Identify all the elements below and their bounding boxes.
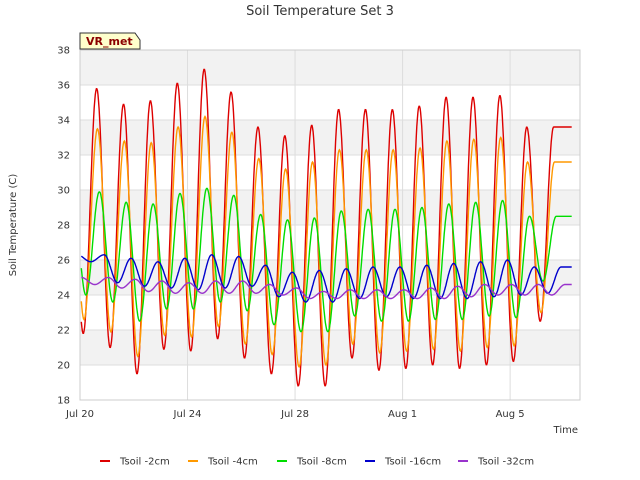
series-line-tsoil-32cm	[81, 276, 572, 300]
y-tick-label: 32	[57, 151, 70, 162]
x-axis-title: Time	[553, 425, 578, 436]
series-lines	[80, 68, 572, 387]
y-tick-label: 38	[57, 46, 70, 57]
badge-shape	[79, 32, 141, 50]
legend-item: Tsoil -4cm	[188, 457, 258, 468]
series-line-tsoil-4cm	[80, 115, 572, 369]
x-tick-label: Aug 5	[496, 409, 525, 420]
y-tick-label: 22	[57, 326, 70, 337]
x-axis-ticks: Jul 20 Jul 24 Jul 28 Aug 1 Aug 5	[65, 409, 525, 420]
y-tick-label: 30	[57, 186, 70, 197]
y-tick-label: 18	[57, 396, 70, 407]
x-tick-label: Jul 24	[173, 409, 202, 420]
legend-label: Tsoil -8cm	[296, 457, 347, 468]
y-tick-label: 34	[57, 116, 70, 127]
y-axis-ticks: 18 20 22 24 26 28 30 32 34 36 38	[57, 46, 70, 407]
legend-label: Tsoil -4cm	[207, 457, 258, 468]
x-tick-label: Jul 28	[280, 409, 309, 420]
plot-frame	[79, 49, 581, 401]
background-band	[80, 50, 580, 85]
legend-item: Tsoil -16cm	[365, 457, 441, 468]
series-line-tsoil-16cm	[80, 254, 572, 303]
station-badge: VR_met	[79, 32, 141, 50]
legend-label: Tsoil -2cm	[119, 457, 170, 468]
legend-item: Tsoil -32cm	[458, 457, 534, 468]
y-tick-label: 28	[57, 221, 70, 232]
badge-label: VR_met	[86, 35, 133, 48]
x-tick-label: Jul 20	[65, 409, 94, 420]
legend-item: Tsoil -8cm	[277, 457, 347, 468]
y-tick-label: 20	[57, 361, 70, 372]
background-band	[80, 330, 580, 365]
legend-label: Tsoil -32cm	[477, 457, 534, 468]
x-tick-label: Aug 1	[388, 409, 417, 420]
series-line-tsoil-8cm	[80, 187, 572, 333]
legend: Tsoil -2cm Tsoil -4cm Tsoil -8cm Tsoil -16c…	[100, 457, 534, 468]
y-tick-label: 24	[57, 291, 70, 302]
y-tick-label: 36	[57, 81, 70, 92]
y-tick-label: 26	[57, 256, 70, 267]
legend-item: Tsoil -2cm	[100, 457, 170, 468]
legend-label: Tsoil -16cm	[384, 457, 441, 468]
y-axis-title: Soil Temperature (C)	[8, 174, 19, 277]
chart-title: Soil Temperature Set 3	[246, 4, 394, 19]
